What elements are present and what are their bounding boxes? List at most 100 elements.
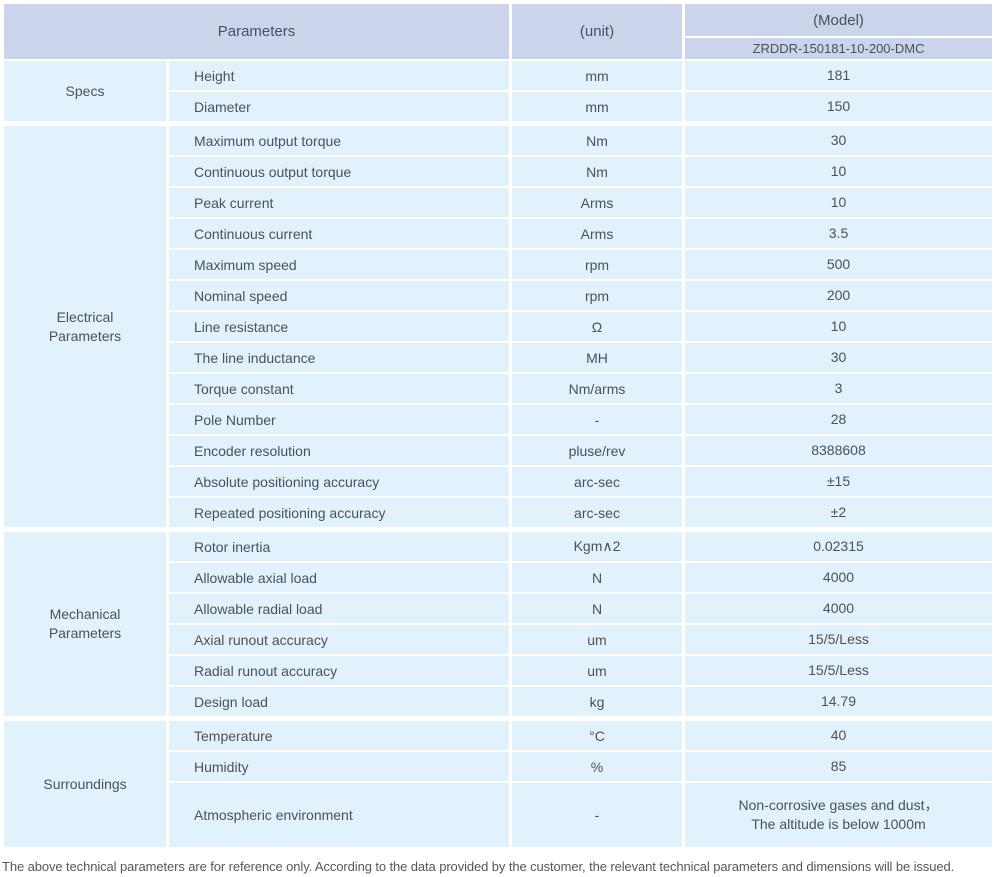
param-value: 3 bbox=[685, 374, 992, 403]
header-unit: (unit) bbox=[512, 4, 682, 59]
table-row: Encoder resolution pluse/rev 8388608 bbox=[4, 436, 992, 465]
section-divider bbox=[4, 529, 992, 530]
header-parameters: Parameters bbox=[4, 4, 509, 59]
param-value: 10 bbox=[685, 312, 992, 341]
param-value: ±2 bbox=[685, 498, 992, 527]
param-value: 500 bbox=[685, 250, 992, 279]
param-name: Repeated positioning accuracy bbox=[169, 498, 509, 527]
table-row: Atmospheric environment - Non-corrosive … bbox=[4, 783, 992, 847]
param-name: Design load bbox=[169, 687, 509, 716]
param-value: 40 bbox=[685, 721, 992, 750]
param-unit: rpm bbox=[512, 281, 682, 310]
param-value: 15/5/Less bbox=[685, 656, 992, 685]
param-unit: Nm bbox=[512, 126, 682, 155]
param-unit: N bbox=[512, 594, 682, 623]
param-unit: rpm bbox=[512, 250, 682, 279]
section-divider bbox=[4, 123, 992, 124]
param-name: Continuous current bbox=[169, 219, 509, 248]
param-unit: N bbox=[512, 563, 682, 592]
param-name: The line inductance bbox=[169, 343, 509, 372]
table-row: Axial runout accuracy um 15/5/Less bbox=[4, 625, 992, 654]
param-unit: Arms bbox=[512, 188, 682, 217]
param-value: 181 bbox=[685, 61, 992, 90]
param-value: 200 bbox=[685, 281, 992, 310]
section-divider bbox=[4, 718, 992, 719]
footnote: The above technical parameters are for r… bbox=[2, 859, 955, 874]
param-unit: % bbox=[512, 752, 682, 781]
param-unit: Kgm∧2 bbox=[512, 532, 682, 561]
param-name: Height bbox=[169, 61, 509, 90]
table-row: Pole Number - 28 bbox=[4, 405, 992, 434]
table-row: Allowable axial load N 4000 bbox=[4, 563, 992, 592]
param-value: 8388608 bbox=[685, 436, 992, 465]
header-model: (Model) bbox=[685, 4, 992, 36]
param-name: Allowable radial load bbox=[169, 594, 509, 623]
spec-table: Parameters (unit) (Model) ZRDDR-150181-1… bbox=[1, 2, 995, 849]
table-row: Specs Height mm 181 bbox=[4, 61, 992, 121]
param-value: 30 bbox=[685, 343, 992, 372]
param-unit: Ω bbox=[512, 312, 682, 341]
param-value: 150 bbox=[685, 92, 992, 121]
table-row: Maximum speed rpm 500 bbox=[4, 250, 992, 279]
table-row: Continuous current Arms 3.5 bbox=[4, 219, 992, 248]
table-row: Allowable radial load N 4000 bbox=[4, 594, 992, 623]
param-name: Humidity bbox=[169, 752, 509, 781]
table-row: Diameter mm 150 bbox=[4, 92, 992, 121]
table-row: Repeated positioning accuracy arc-sec ±2 bbox=[4, 498, 992, 527]
param-name: Line resistance bbox=[169, 312, 509, 341]
param-unit: Nm bbox=[512, 157, 682, 186]
section-label-specs: Specs bbox=[4, 61, 166, 121]
param-name: Torque constant bbox=[169, 374, 509, 403]
table-row: Electrical Parameters Maximum output tor… bbox=[4, 126, 992, 527]
param-name: Absolute positioning accuracy bbox=[169, 467, 509, 496]
param-value: 15/5/Less bbox=[685, 625, 992, 654]
param-value: 10 bbox=[685, 157, 992, 186]
table-row: Torque constant Nm/arms 3 bbox=[4, 374, 992, 403]
param-value: 85 bbox=[685, 752, 992, 781]
param-unit: kg bbox=[512, 687, 682, 716]
param-unit: - bbox=[512, 405, 682, 434]
param-name: Rotor inertia bbox=[169, 532, 509, 561]
param-name: Continuous output torque bbox=[169, 157, 509, 186]
header-row: Parameters (unit) (Model) bbox=[4, 4, 992, 59]
param-value: 4000 bbox=[685, 563, 992, 592]
param-unit: Arms bbox=[512, 219, 682, 248]
section-label-mechanical: Mechanical Parameters bbox=[4, 532, 166, 716]
param-name: Temperature bbox=[169, 721, 509, 750]
param-value: ±15 bbox=[685, 467, 992, 496]
param-name: Maximum output torque bbox=[169, 126, 509, 155]
table-row: The line inductance MH 30 bbox=[4, 343, 992, 372]
table-row: Absolute positioning accuracy arc-sec ±1… bbox=[4, 467, 992, 496]
param-unit: pluse/rev bbox=[512, 436, 682, 465]
param-unit: um bbox=[512, 656, 682, 685]
param-unit: mm bbox=[512, 92, 682, 121]
header-model-number: ZRDDR-150181-10-200-DMC bbox=[685, 38, 992, 59]
param-unit: arc-sec bbox=[512, 467, 682, 496]
param-unit: arc-sec bbox=[512, 498, 682, 527]
param-name: Nominal speed bbox=[169, 281, 509, 310]
param-value: 28 bbox=[685, 405, 992, 434]
param-unit: °C bbox=[512, 721, 682, 750]
param-name: Diameter bbox=[169, 92, 509, 121]
table-row: Peak current Arms 10 bbox=[4, 188, 992, 217]
param-value: Non-corrosive gases and dust， The altitu… bbox=[685, 783, 992, 847]
param-name: Allowable axial load bbox=[169, 563, 509, 592]
table-row: Surroundings Temperature °C 40 bbox=[4, 721, 992, 847]
param-name: Atmospheric environment bbox=[169, 783, 509, 847]
param-unit: um bbox=[512, 625, 682, 654]
param-unit: mm bbox=[512, 61, 682, 90]
table-row: Mechanical Parameters Rotor inertia Kgm∧… bbox=[4, 532, 992, 716]
param-unit: MH bbox=[512, 343, 682, 372]
param-unit: - bbox=[512, 783, 682, 847]
param-value: 10 bbox=[685, 188, 992, 217]
param-name: Pole Number bbox=[169, 405, 509, 434]
table-row: Design load kg 14.79 bbox=[4, 687, 992, 716]
param-value: 14.79 bbox=[685, 687, 992, 716]
table-row: Humidity % 85 bbox=[4, 752, 992, 781]
param-value: 3.5 bbox=[685, 219, 992, 248]
param-unit: Nm/arms bbox=[512, 374, 682, 403]
param-name: Maximum speed bbox=[169, 250, 509, 279]
param-value: 4000 bbox=[685, 594, 992, 623]
param-name: Axial runout accuracy bbox=[169, 625, 509, 654]
